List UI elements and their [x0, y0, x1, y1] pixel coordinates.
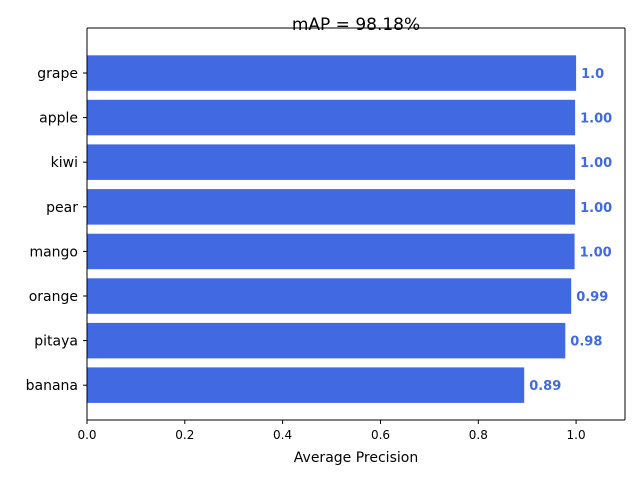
x-ticks-group: 0.0 0.2 0.4 0.6 0.8 1.0 — [77, 420, 586, 442]
x-tick-label-0.4: 0.4 — [273, 428, 292, 442]
x-tick-label-0.8: 0.8 — [469, 428, 488, 442]
bar-pear — [87, 189, 576, 225]
y-tick-label-kiwi: kiwi — [51, 155, 78, 171]
x-tick-label-0.0: 0.0 — [77, 428, 96, 442]
bar-apple — [87, 99, 576, 136]
x-axis-label: Average Precision — [294, 450, 418, 466]
bar-kiwi — [87, 144, 576, 180]
y-tick-label-grape: grape — [37, 66, 78, 82]
value-label-orange: 0.99 — [576, 290, 608, 305]
value-label-apple: 1.00 — [580, 112, 612, 127]
value-label-pitaya: 0.98 — [570, 335, 602, 350]
chart-title: mAP = 98.18% — [292, 15, 420, 35]
value-label-grape: 1.0 — [581, 67, 604, 82]
bar-grape — [87, 55, 577, 91]
y-tick-label-pitaya: pitaya — [34, 334, 78, 350]
y-tick-label-banana: banana — [26, 378, 78, 394]
bar-orange — [87, 278, 572, 314]
x-tick-label-0.2: 0.2 — [175, 428, 194, 442]
bar-mango — [87, 233, 575, 270]
value-label-pear: 1.00 — [580, 201, 612, 216]
bar-pitaya — [87, 322, 566, 359]
y-tick-label-pear: pear — [46, 200, 78, 216]
y-tick-label-orange: orange — [29, 289, 78, 305]
value-label-kiwi: 1.00 — [580, 156, 612, 171]
y-ticks-group: grape apple kiwi pear mango orange pitaya banan… — [26, 66, 87, 394]
value-label-banana: 0.89 — [529, 379, 561, 394]
bars-group: 1.0 1.00 1.00 1.00 1.00 0.99 0.98 0.89 — [87, 55, 612, 403]
axes-group — [86, 27, 626, 421]
y-tick-label-apple: apple — [39, 111, 78, 127]
x-tick-label-1.0: 1.0 — [567, 428, 586, 442]
bar-banana — [87, 367, 525, 403]
y-tick-label-mango: mango — [29, 244, 78, 260]
x-tick-label-0.6: 0.6 — [371, 428, 390, 442]
value-label-mango: 1.00 — [580, 245, 612, 260]
